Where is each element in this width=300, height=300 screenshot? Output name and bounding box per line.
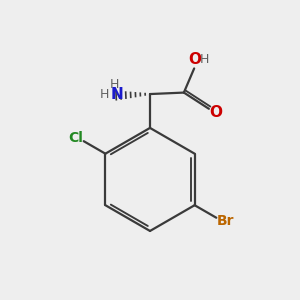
Text: H: H: [110, 78, 119, 91]
Text: H: H: [200, 53, 209, 66]
Text: O: O: [188, 52, 201, 67]
Text: Br: Br: [217, 214, 235, 228]
Text: Cl: Cl: [68, 131, 83, 145]
Text: O: O: [210, 105, 223, 120]
Text: N: N: [110, 87, 123, 102]
Text: H: H: [100, 88, 109, 100]
